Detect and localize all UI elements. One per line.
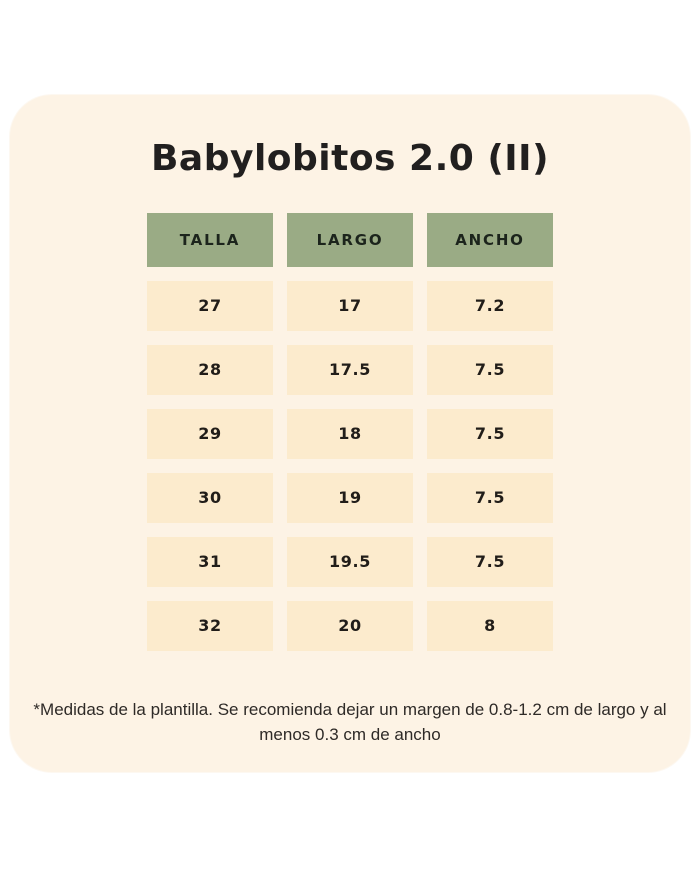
table-cell: 7.5 bbox=[427, 472, 553, 523]
table-cell: 19.5 bbox=[287, 536, 413, 587]
table-cell: 29 bbox=[147, 408, 273, 459]
table-cell: 30 bbox=[147, 472, 273, 523]
table-row: 29 18 7.5 bbox=[147, 408, 553, 459]
table-cell: 18 bbox=[287, 408, 413, 459]
table-cell: 7.5 bbox=[427, 344, 553, 395]
table-cell: 7.5 bbox=[427, 536, 553, 587]
size-chart-card: Babylobitos 2.0 (II) TALLA LARGO ANCHO 27 1… bbox=[10, 95, 690, 772]
table-cell: 7.5 bbox=[427, 408, 553, 459]
table-cell: 20 bbox=[287, 600, 413, 651]
table-cell: 8 bbox=[427, 600, 553, 651]
size-table: TALLA LARGO ANCHO 27 17 7.2 28 17.5 7.5 29 18 7.5 3… bbox=[147, 212, 553, 651]
table-row: 32 20 8 bbox=[147, 600, 553, 651]
column-header: TALLA bbox=[147, 212, 273, 267]
footnote: *Medidas de la plantilla. Se recomienda … bbox=[33, 699, 667, 745]
table-cell: 7.2 bbox=[427, 280, 553, 331]
page-title: Babylobitos 2.0 (II) bbox=[150, 138, 550, 179]
table-row: 31 19.5 7.5 bbox=[147, 536, 553, 587]
column-header: LARGO bbox=[287, 212, 413, 267]
table-row: 27 17 7.2 bbox=[147, 280, 553, 331]
table-cell: 28 bbox=[147, 344, 273, 395]
column-header: ANCHO bbox=[427, 212, 553, 267]
table-cell: 27 bbox=[147, 280, 273, 331]
table-row: 30 19 7.5 bbox=[147, 472, 553, 523]
table-cell: 17.5 bbox=[287, 344, 413, 395]
table-row: 28 17.5 7.5 bbox=[147, 344, 553, 395]
table-cell: 17 bbox=[287, 280, 413, 331]
table-header-row: TALLA LARGO ANCHO bbox=[147, 212, 553, 267]
table-cell: 19 bbox=[287, 472, 413, 523]
table-cell: 32 bbox=[147, 600, 273, 651]
table-cell: 31 bbox=[147, 536, 273, 587]
